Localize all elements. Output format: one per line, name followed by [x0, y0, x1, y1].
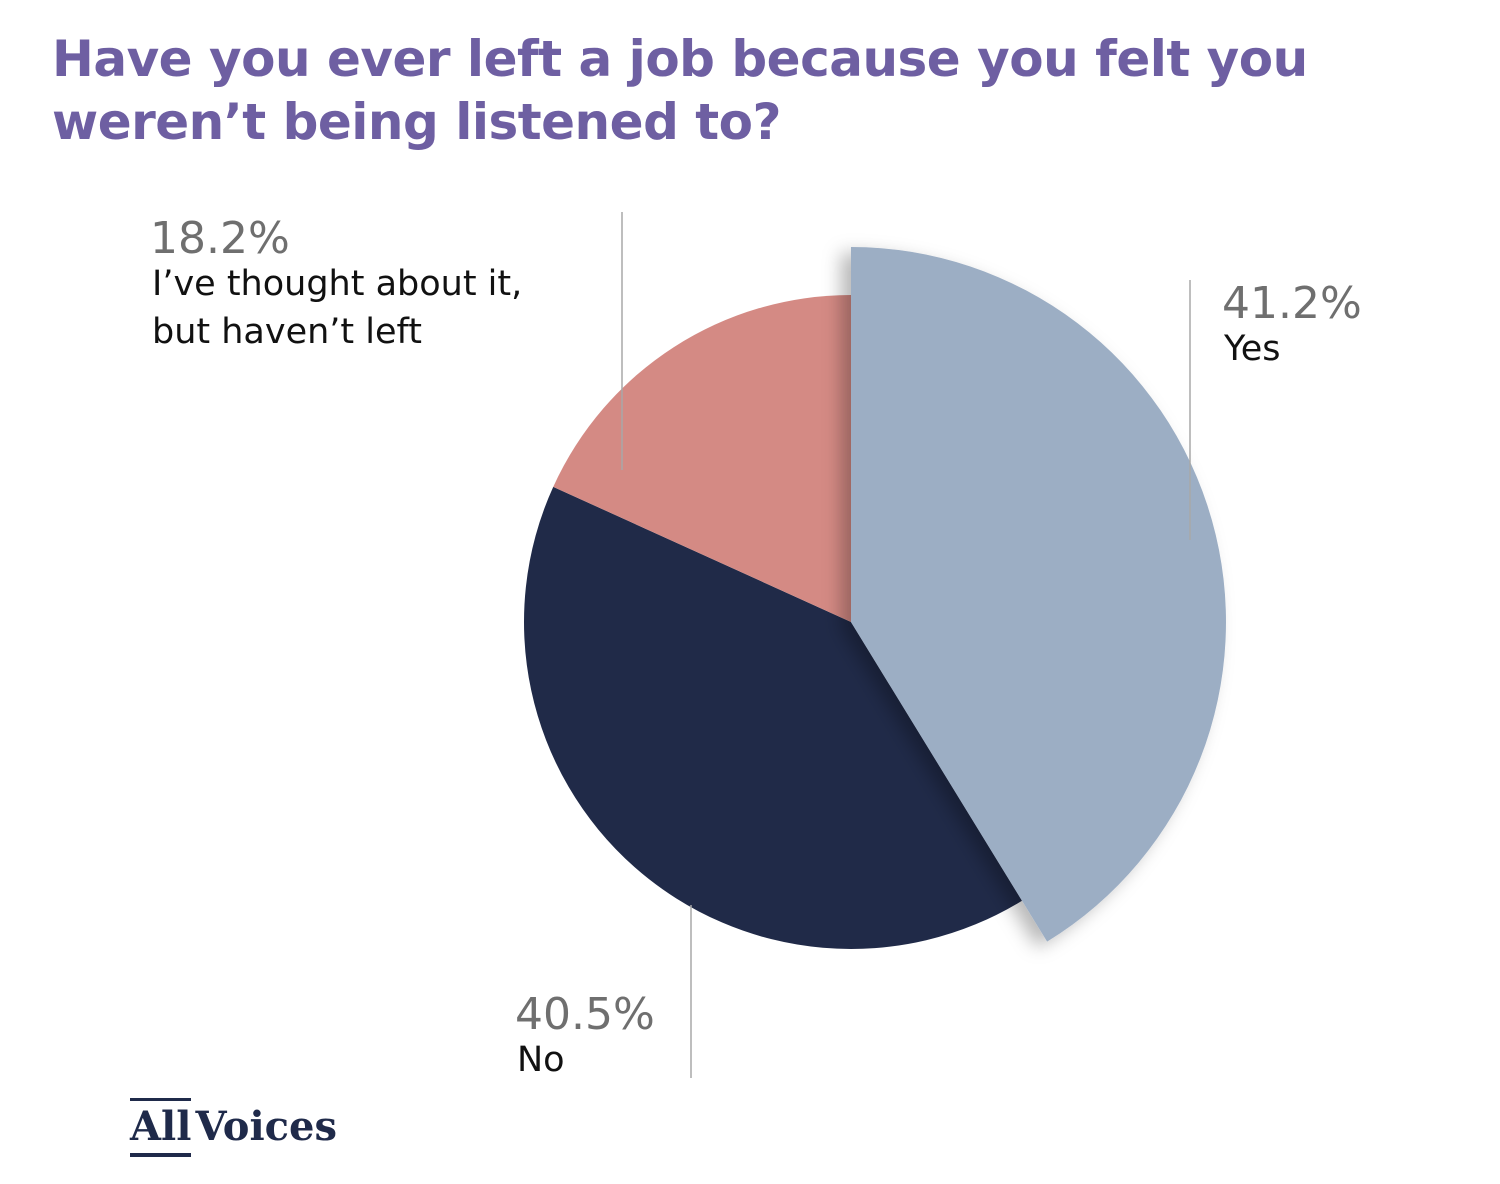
pie-slice-no [523, 486, 1023, 950]
logo-voices-text: Voices [195, 1103, 337, 1150]
slice-value-label-no: 40.5% [515, 989, 655, 1040]
chart-title: Have you ever left a job because you fel… [52, 28, 1452, 154]
chart-title-line-1: Have you ever left a job because you fel… [52, 30, 1308, 88]
slice-category-label-no: No [517, 1040, 565, 1080]
chart-title-line-2: weren’t being listened to? [52, 93, 782, 151]
allvoices-logo: All Voices [130, 1098, 337, 1162]
logo-all-text: All [130, 1098, 192, 1157]
pie-slice-yes [851, 247, 1226, 942]
slice-category-label-thought-line-2: but haven’t left [152, 312, 422, 352]
slice-category-label-yes: Yes [1223, 329, 1281, 369]
slice-value-label-yes: 41.2% [1222, 278, 1362, 329]
slice-value-label-thought: 18.2% [150, 213, 290, 264]
slice-category-label-thought-line-1: I’ve thought about it, [152, 264, 522, 304]
pie-slices [523, 247, 1226, 950]
pie-slice-thought [553, 295, 851, 622]
